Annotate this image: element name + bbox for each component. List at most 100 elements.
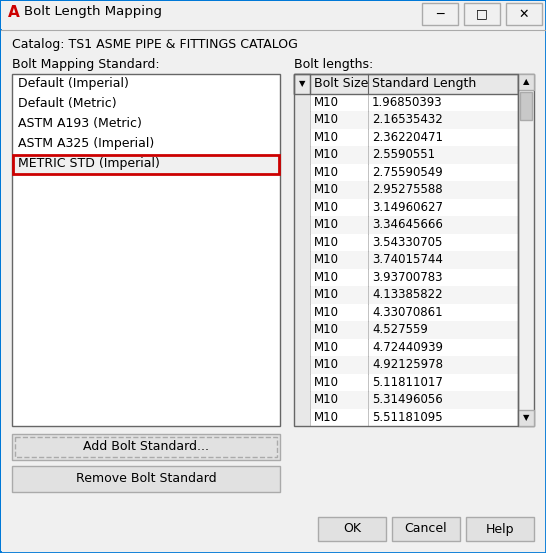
Text: A: A [8,5,20,20]
Text: 2.36220471: 2.36220471 [372,131,443,144]
Text: M10: M10 [314,288,339,301]
Bar [294,321,310,338]
Text: 3.34645666: 3.34645666 [372,218,443,231]
Bar [294,129,310,147]
Text: 3.93700783: 3.93700783 [372,271,442,284]
Text: Help: Help [486,523,514,535]
Text: 2.75590549: 2.75590549 [372,166,443,179]
Bar [294,286,310,304]
Text: 3.74015744: 3.74015744 [372,253,443,266]
Bar [294,356,518,374]
Bar [294,74,310,94]
Bar [518,74,534,426]
Bar [294,94,518,112]
Text: ▼: ▼ [299,80,305,88]
Text: M10: M10 [314,113,339,127]
Bar [294,286,518,304]
Text: M10: M10 [314,184,339,196]
Bar [294,129,518,147]
Bar [294,251,310,269]
Text: ▲: ▲ [523,77,529,86]
Bar [294,338,518,356]
Text: 4.33070861: 4.33070861 [372,306,443,319]
Text: Add Bolt Standard...: Add Bolt Standard... [83,441,209,453]
Bar [294,234,518,251]
Bar [294,216,518,234]
Bar [294,391,310,409]
Text: ▼: ▼ [523,414,529,422]
Text: M10: M10 [314,410,339,424]
Bar [1,1,545,29]
Text: Bolt Mapping Standard:: Bolt Mapping Standard: [12,58,159,71]
Bar [294,147,310,164]
Text: M10: M10 [314,131,339,144]
Text: Cancel: Cancel [405,523,447,535]
Text: 5.31496056: 5.31496056 [372,393,443,406]
Bar [294,94,310,112]
Bar [294,374,310,391]
Bar [294,199,310,216]
Text: M10: M10 [314,375,339,389]
Text: ASTM A325 (Imperial): ASTM A325 (Imperial) [18,137,155,150]
Bar [392,517,460,541]
Bar [12,434,280,460]
Text: Bolt lengths:: Bolt lengths: [294,58,373,71]
Text: ASTM A193 (Metric): ASTM A193 (Metric) [18,117,142,130]
Bar [13,155,279,174]
Text: 5.11811017: 5.11811017 [372,375,443,389]
Text: OK: OK [343,523,361,535]
Bar [294,356,310,374]
Text: 2.5590551: 2.5590551 [372,148,435,161]
Bar [12,466,280,492]
Text: Standard Length: Standard Length [372,77,476,90]
Text: Catalog: TS1 ASME PIPE & FITTINGS CATALOG: Catalog: TS1 ASME PIPE & FITTINGS CATALO… [12,38,298,51]
Bar [294,164,518,181]
Text: 5.51181095: 5.51181095 [372,410,443,424]
Bar [294,391,518,409]
Bar [12,74,280,426]
Bar [294,304,310,321]
Bar [294,234,310,251]
Bar [294,181,518,199]
Text: 3.54330705: 3.54330705 [372,236,442,249]
Text: 2.95275588: 2.95275588 [372,184,443,196]
Bar [518,410,534,426]
Text: M10: M10 [314,358,339,371]
Text: 1.96850393: 1.96850393 [372,96,443,109]
Bar [294,409,310,426]
Bar [294,216,310,234]
Text: M10: M10 [314,393,339,406]
Bar [294,199,518,216]
Bar [294,147,518,164]
Bar [466,517,534,541]
Text: Default (Metric): Default (Metric) [18,97,117,110]
Text: 4.72440939: 4.72440939 [372,341,443,353]
Bar [294,338,310,356]
Bar [294,112,518,129]
Bar [506,3,542,25]
Text: M10: M10 [314,323,339,336]
Bar [294,269,518,286]
Bar [294,164,310,181]
Text: M10: M10 [314,306,339,319]
Bar [294,74,518,426]
Bar [422,3,458,25]
Text: M10: M10 [314,148,339,161]
Bar [518,74,534,90]
Text: M10: M10 [314,218,339,231]
Text: M10: M10 [314,201,339,214]
Text: Remove Bolt Standard: Remove Bolt Standard [76,472,216,486]
Text: M10: M10 [314,341,339,353]
Bar [294,74,518,94]
Bar [294,304,518,321]
Bar [294,321,518,338]
Text: M10: M10 [314,166,339,179]
Bar [520,92,532,120]
Text: □: □ [476,8,488,20]
Bar [15,437,277,457]
Text: 3.14960627: 3.14960627 [372,201,443,214]
Bar [294,269,310,286]
Text: 4.92125978: 4.92125978 [372,358,443,371]
Text: M10: M10 [314,96,339,109]
Text: Default (Imperial): Default (Imperial) [18,77,129,90]
